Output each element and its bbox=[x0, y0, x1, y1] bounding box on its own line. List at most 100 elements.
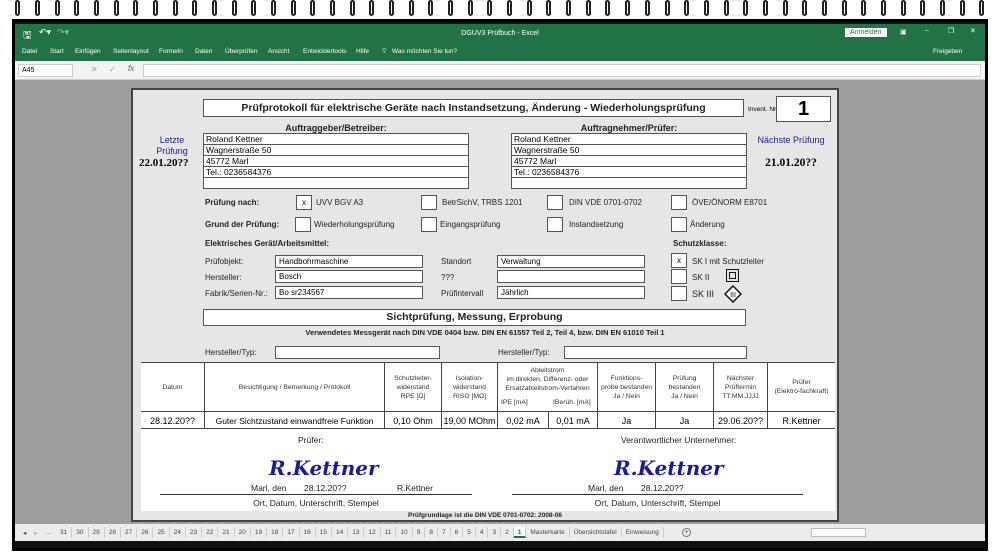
tab-ueberpruefen[interactable]: Überprüfen bbox=[225, 48, 258, 55]
cell-date[interactable]: 28.12.20?? bbox=[141, 411, 205, 430]
save-icon[interactable]: 🖫 bbox=[23, 30, 32, 41]
sheet-tab[interactable]: 12 bbox=[364, 527, 381, 538]
sheet-tab[interactable]: 11 bbox=[381, 527, 397, 538]
sheet-tab[interactable]: Einweisung bbox=[622, 527, 664, 538]
scroll-left-icon[interactable]: ◂ bbox=[23, 529, 27, 537]
contractor-line[interactable] bbox=[512, 178, 746, 189]
client-line[interactable]: Roland Kettner bbox=[204, 134, 468, 145]
cell-ipe[interactable]: 0,02 mA bbox=[498, 411, 549, 430]
basis-checkbox[interactable] bbox=[547, 195, 563, 210]
sheet-tab[interactable]: 23 bbox=[186, 527, 203, 538]
class-checkbox[interactable]: x bbox=[671, 253, 687, 268]
tab-ansicht[interactable]: Ansicht bbox=[268, 48, 290, 55]
restore-button[interactable]: ❐ bbox=[948, 28, 955, 35]
cancel-icon[interactable]: ✕ bbox=[91, 65, 98, 74]
tab-entwicklertools[interactable]: Entwicklertools bbox=[303, 48, 347, 55]
scroll-right-icon[interactable]: ▸ bbox=[34, 529, 38, 537]
cell-riso[interactable]: 19,00 MOhm bbox=[442, 411, 498, 430]
cell-function[interactable]: Ja bbox=[598, 411, 656, 430]
client-line[interactable] bbox=[204, 178, 468, 189]
share-button[interactable]: Freigeben bbox=[933, 48, 963, 55]
tab-formeln[interactable]: Formeln bbox=[159, 48, 183, 55]
formula-input[interactable] bbox=[143, 64, 981, 77]
sheet-tab[interactable]: 14 bbox=[332, 527, 349, 538]
basis-checkbox[interactable] bbox=[671, 195, 687, 210]
basis-checkbox[interactable] bbox=[421, 195, 437, 210]
sheet-tab[interactable]: 26 bbox=[137, 527, 154, 538]
sheet-tab[interactable]: 1 bbox=[513, 527, 527, 538]
sheet-tab[interactable]: 25 bbox=[153, 527, 170, 538]
sheet-tab[interactable]: 31 bbox=[56, 527, 73, 538]
reason-checkbox[interactable] bbox=[421, 217, 437, 232]
tab-daten[interactable]: Daten bbox=[195, 48, 213, 55]
sheet-tab[interactable]: 22 bbox=[202, 527, 219, 538]
invent-number[interactable]: 1 bbox=[776, 96, 831, 122]
sheet-tab[interactable]: 6 bbox=[451, 527, 464, 538]
tab-datei[interactable]: Datei bbox=[22, 48, 38, 55]
enter-icon[interactable]: ✓ bbox=[109, 65, 116, 74]
cell-passed[interactable]: Ja bbox=[656, 411, 714, 430]
meter1-input[interactable] bbox=[275, 346, 440, 359]
cell-next-date[interactable]: 29.06.20?? bbox=[714, 411, 768, 430]
sheet-tab[interactable]: 28 bbox=[105, 527, 121, 538]
reason-checkbox[interactable] bbox=[671, 217, 687, 232]
sheet-tab[interactable]: 30 bbox=[72, 527, 89, 538]
sheet-tab[interactable]: 27 bbox=[121, 527, 138, 538]
signin-button[interactable]: Anmelden bbox=[845, 28, 887, 37]
close-button[interactable]: ✕ bbox=[970, 28, 976, 35]
sheet-tab[interactable]: 2 bbox=[501, 527, 514, 538]
interval-input[interactable]: Jährlich bbox=[497, 286, 645, 299]
contractor-line[interactable]: 45772 Marl bbox=[512, 156, 746, 167]
class-checkbox[interactable] bbox=[671, 286, 687, 301]
sheet-tab[interactable]: Übersichtstafel bbox=[570, 527, 622, 538]
sheet-tab[interactable]: 17 bbox=[283, 527, 300, 538]
new-sheet-button[interactable]: + bbox=[681, 528, 691, 537]
client-line[interactable]: Wagnerstraße 50 bbox=[204, 145, 468, 156]
unknown-input[interactable] bbox=[497, 270, 645, 283]
redo-icon[interactable]: ↷▾ bbox=[57, 27, 70, 37]
sheet-tab[interactable]: 29 bbox=[89, 527, 105, 538]
tab-start[interactable]: Start bbox=[50, 48, 64, 55]
contractor-line[interactable]: Tel.: 0236584376 bbox=[512, 167, 746, 178]
more-tabs-button[interactable]: … bbox=[45, 529, 53, 536]
sheet-tab[interactable]: 21 bbox=[218, 527, 235, 538]
tab-einfuegen[interactable]: Einfügen bbox=[75, 48, 101, 55]
tab-hilfe[interactable]: Hilfe bbox=[356, 48, 370, 55]
sheet-tab[interactable]: 15 bbox=[316, 527, 333, 538]
cell-tester[interactable]: R.Kettner bbox=[768, 411, 835, 430]
sheet-tab[interactable]: 7 bbox=[438, 527, 451, 538]
maker-input[interactable]: Bosch bbox=[275, 270, 423, 283]
tab-seitenlayout[interactable]: Seitenlayout bbox=[113, 48, 149, 55]
horizontal-scrollbar[interactable] bbox=[810, 528, 866, 537]
ribbon-display-icon[interactable]: ▣ bbox=[900, 29, 907, 36]
object-input[interactable]: Handbohrmaschine bbox=[275, 255, 423, 268]
name-box[interactable]: A45 bbox=[18, 64, 73, 77]
basis-checkbox[interactable]: x bbox=[296, 195, 312, 210]
cell-inspection[interactable]: Guter Sichtzustand einwandfreie Funktion bbox=[205, 411, 385, 430]
contractor-address[interactable]: Roland Kettner Wagnerstraße 50 45772 Marl T… bbox=[511, 133, 747, 189]
sheet-tab[interactable]: 20 bbox=[235, 527, 251, 538]
sheet-tab[interactable]: 4 bbox=[476, 527, 489, 538]
serial-input[interactable]: Bo sr234567 bbox=[275, 286, 423, 299]
sheet-tab[interactable]: 24 bbox=[170, 527, 186, 538]
function-icon[interactable]: fx bbox=[128, 64, 135, 73]
location-input[interactable]: Verwaltung bbox=[497, 255, 645, 268]
sheet-tab[interactable]: 16 bbox=[300, 527, 316, 538]
contractor-line[interactable]: Wagnerstraße 50 bbox=[512, 145, 746, 156]
client-line[interactable]: Tel.: 0236584376 bbox=[204, 167, 468, 178]
cell-iberuehr[interactable]: 0,01 mA bbox=[549, 411, 598, 430]
sheet-tab[interactable]: Masterkarte bbox=[526, 527, 570, 538]
contractor-line[interactable]: Roland Kettner bbox=[512, 134, 746, 145]
sheet-tab[interactable]: 19 bbox=[251, 527, 268, 538]
sheet-tab[interactable]: 3 bbox=[488, 527, 502, 538]
sheet-tab[interactable]: 18 bbox=[267, 527, 284, 538]
sheet-tab[interactable]: 5 bbox=[463, 527, 476, 538]
tell-me-search[interactable]: Was möchten Sie tun? bbox=[392, 48, 458, 55]
client-line[interactable]: 45772 Marl bbox=[204, 156, 468, 167]
undo-icon[interactable]: ↶▾ bbox=[39, 27, 52, 37]
sheet-tab[interactable]: 13 bbox=[348, 527, 365, 538]
sheet-tab[interactable]: 10 bbox=[396, 527, 413, 538]
meter2-input[interactable] bbox=[564, 346, 747, 359]
client-address[interactable]: Roland Kettner Wagnerstraße 50 45772 Marl T… bbox=[203, 133, 469, 189]
minimize-button[interactable]: – bbox=[925, 27, 929, 34]
